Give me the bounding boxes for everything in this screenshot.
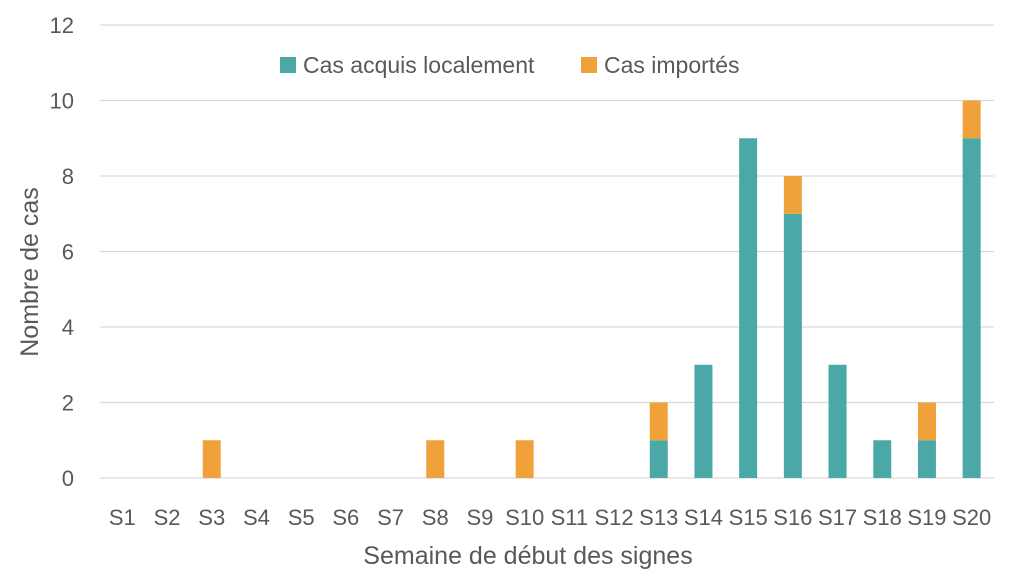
bar-S20-locally-acquired (962, 138, 981, 478)
x-tick-label: S20 (952, 505, 991, 530)
x-tick-labels: S1 S2 S3 S4 S5 S6 S7 S8 S9 S10 S11 S12 S13 S14 S15 S16 S… (109, 505, 991, 530)
bar-S15-locally-acquired (739, 138, 758, 478)
y-tick-label: 0 (62, 466, 74, 491)
x-tick-label: S6 (332, 505, 359, 530)
y-tick-label: 6 (62, 240, 74, 265)
legend-label-locally-acquired: Cas acquis localement (303, 52, 535, 78)
y-tick-label: 10 (50, 89, 74, 114)
y-tick-labels: 0 2 4 6 8 10 12 (50, 13, 74, 491)
x-tick-label: S17 (818, 505, 857, 530)
bar-S16-imported (783, 176, 802, 214)
x-tick-label: S14 (684, 505, 723, 530)
x-tick-label: S8 (422, 505, 449, 530)
bars (202, 100, 981, 478)
bar-S17-locally-acquired (828, 364, 847, 478)
legend-label-imported: Cas importés (604, 52, 739, 78)
bar-S3-imported (202, 440, 221, 478)
y-tick-label: 2 (62, 391, 74, 416)
x-tick-label: S10 (505, 505, 544, 530)
legend: Cas acquis localement Cas importés (280, 52, 739, 78)
bar-S19-imported (917, 402, 936, 441)
bar-S14-locally-acquired (694, 364, 713, 478)
x-tick-label: S16 (773, 505, 812, 530)
y-tick-label: 8 (62, 164, 74, 189)
x-tick-label: S15 (729, 505, 768, 530)
bar-S19-locally-acquired (917, 440, 936, 478)
x-tick-label: S3 (198, 505, 225, 530)
grid-lines (100, 24, 994, 479)
x-tick-label: S12 (594, 505, 633, 530)
bar-S13-locally-acquired (649, 440, 668, 478)
x-axis-title: Semaine de début des signes (363, 542, 692, 570)
bar-S18-locally-acquired (873, 440, 892, 478)
x-tick-label: S9 (466, 505, 493, 530)
x-tick-label: S4 (243, 505, 270, 530)
bar-S10-imported (515, 440, 534, 478)
x-tick-label: S19 (907, 505, 946, 530)
y-tick-label: 12 (50, 13, 74, 38)
y-tick-label: 4 (62, 315, 74, 340)
bar-S8-imported (426, 440, 445, 478)
x-tick-label: S18 (863, 505, 902, 530)
bar-S13-imported (649, 402, 668, 441)
x-tick-label: S11 (551, 505, 589, 530)
x-tick-label: S13 (639, 505, 678, 530)
legend-swatch-imported (581, 57, 597, 73)
x-tick-label: S7 (377, 505, 404, 530)
x-tick-label: S5 (288, 505, 315, 530)
legend-swatch-locally-acquired (280, 57, 296, 73)
x-tick-label: S2 (154, 505, 181, 530)
bar-S16-locally-acquired (783, 213, 802, 478)
x-tick-label: S1 (109, 505, 136, 530)
y-axis-title: Nombre de cas (16, 187, 44, 357)
bar-S20-imported (962, 100, 981, 139)
